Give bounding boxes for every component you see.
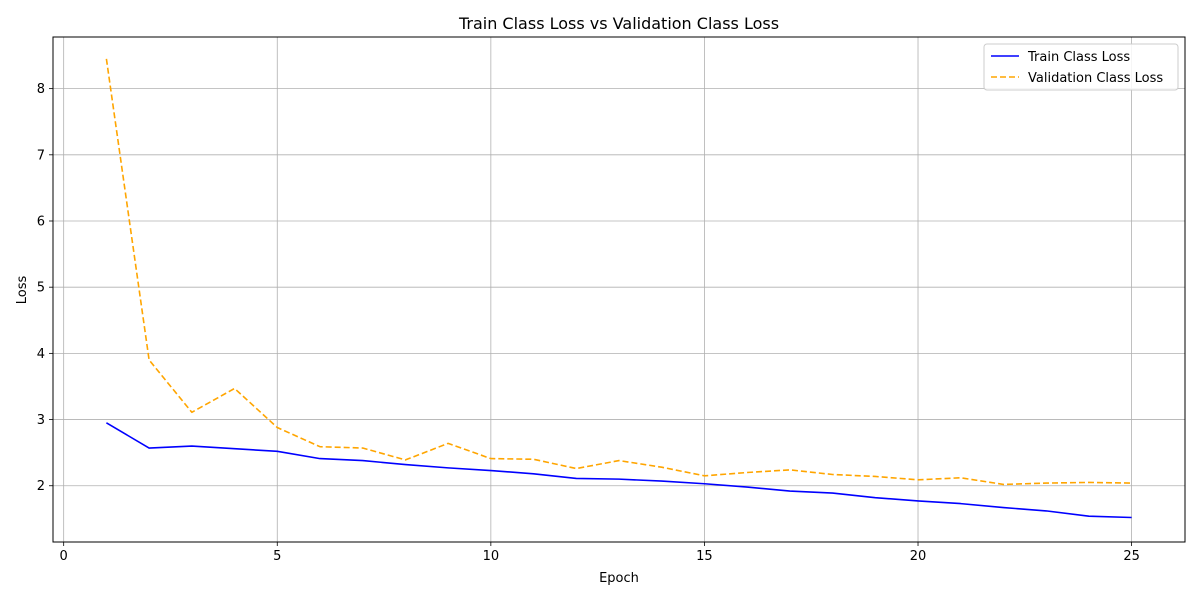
plot-frame [52,36,1186,543]
y-tick-label: 7 [37,148,45,163]
x-tick-label: 15 [696,549,713,564]
x-tick-label: 20 [910,549,927,564]
y-tick-label: 2 [37,479,45,494]
y-tick-label: 4 [37,347,45,362]
x-axis-ticks: 0 5 10 15 20 25 [60,542,1140,564]
y-tick-label: 5 [37,281,45,296]
x-tick-label: 0 [60,549,68,564]
legend-label-train: Train Class Loss [1027,50,1130,65]
grid [53,37,1185,542]
chart-title: Train Class Loss vs Validation Class Los… [458,14,779,33]
x-axis-label: Epoch [599,571,639,586]
x-tick-label: 10 [483,549,500,564]
y-axis-label: Loss [15,276,30,305]
y-tick-label: 6 [37,214,45,229]
y-axis-ticks: 2 3 4 5 6 7 8 [37,82,53,494]
legend-label-validation: Validation Class Loss [1028,71,1163,86]
y-tick-label: 8 [37,82,45,97]
validation-class-loss-line [105,58,1132,486]
x-tick-label: 25 [1123,549,1140,564]
legend-box [983,43,1179,91]
x-tick-label: 5 [273,549,281,564]
legend: Train Class Loss Validation Class Loss [983,43,1179,91]
train-class-loss-line [105,422,1132,519]
y-tick-label: 3 [37,413,45,428]
series-lines [105,58,1132,519]
